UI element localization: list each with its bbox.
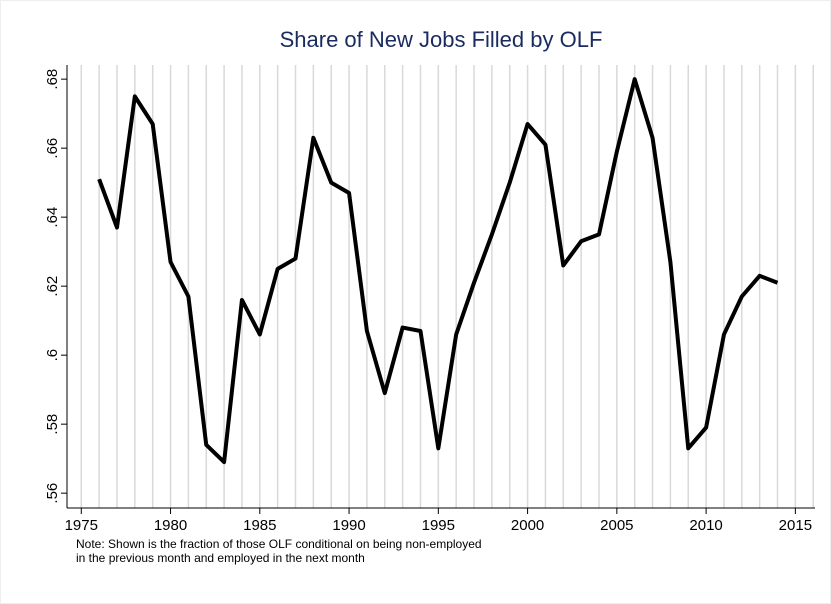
x-tick-label: 1995 <box>422 517 455 534</box>
note: in the previous month and employed in th… <box>76 551 365 565</box>
line <box>97 77 779 465</box>
x-tick-label: 1985 <box>243 517 276 534</box>
y-tick-label: .64 <box>44 207 61 228</box>
x-tick-label: 1980 <box>154 517 187 534</box>
chart-title: Share of New Jobs Filled by OLF <box>280 27 603 52</box>
note: Note: Shown is the fraction of those OLF… <box>76 537 482 551</box>
y-tick-label: .58 <box>44 414 61 435</box>
x-tick-label: 1975 <box>65 517 98 534</box>
y-tick-label: .6 <box>44 349 61 362</box>
y-tick-label: .68 <box>44 69 61 90</box>
y-tick-label: .56 <box>44 483 61 504</box>
x-tick-label: 2010 <box>689 517 722 534</box>
x-tick-label: 2005 <box>600 517 633 534</box>
y-tick-label: .66 <box>44 138 61 159</box>
x-tick-label: 2015 <box>779 517 812 534</box>
x-tick-label: 2000 <box>511 517 544 534</box>
y-tick-label: .62 <box>44 276 61 297</box>
x-tick-label: 1990 <box>332 517 365 534</box>
